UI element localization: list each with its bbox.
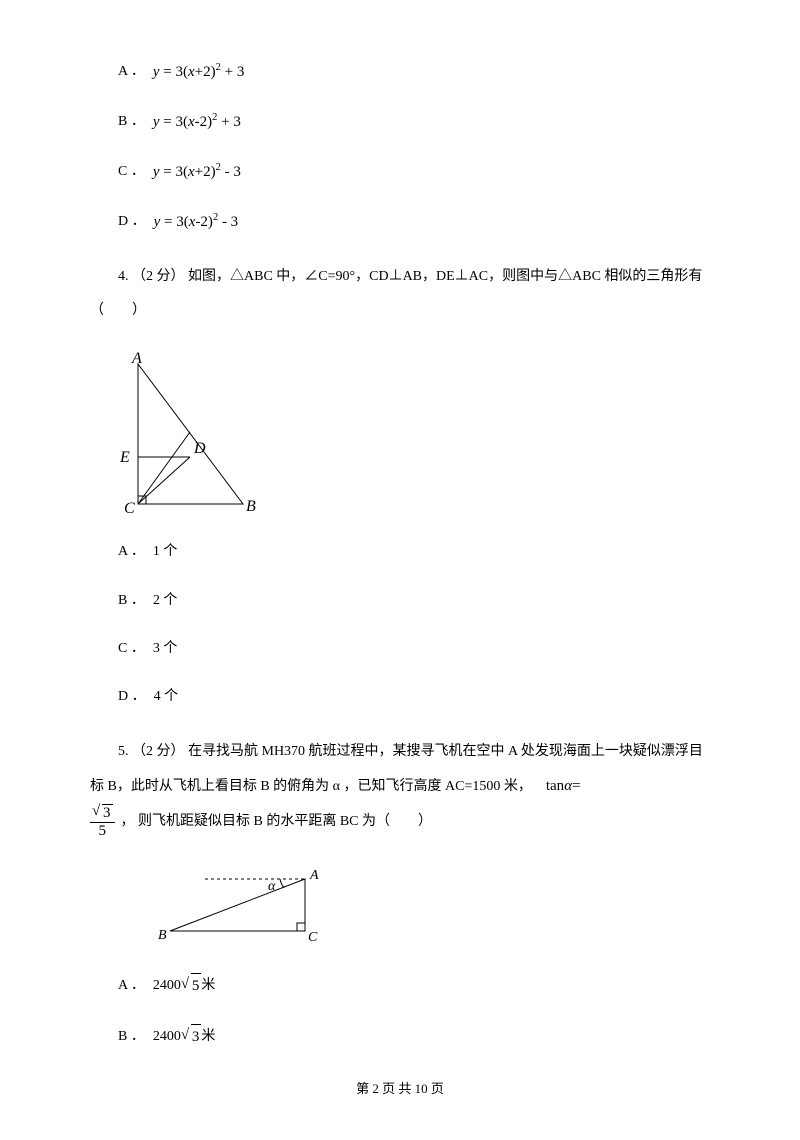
option-prefix: 2400 (153, 1026, 181, 1048)
vertex-c: C (308, 930, 318, 945)
triangle-abc-diagram: A B C D E (118, 349, 268, 519)
math-formula: y = 3(x+2)2 - 3 (153, 160, 241, 184)
q4-option-b: B ． 2 个 (118, 590, 710, 612)
option-letter: C ． (118, 638, 145, 660)
option-letter: D ． (118, 686, 146, 708)
math-formula: y = 3(x+2)2 + 3 (153, 60, 245, 84)
option-letter: A ． (118, 975, 145, 997)
vertex-a: A (131, 350, 142, 367)
option-letter: B ． (118, 111, 145, 133)
q3-option-c: C ． y = 3(x+2)2 - 3 (118, 160, 710, 184)
math-formula: y = 3(x-2)2 - 3 (154, 210, 239, 234)
q5-text: 5. （2 分） 在寻找马航 MH370 航班过程中，某搜寻飞机在空中 A 处发… (90, 735, 710, 840)
option-letter: A ． (118, 541, 145, 563)
option-letter: B ． (118, 1026, 145, 1048)
q4-option-d: D ． 4 个 (118, 686, 710, 708)
q4-option-c: C ． 3 个 (118, 638, 710, 660)
vertex-b: B (158, 928, 167, 943)
option-prefix: 2400 (153, 975, 181, 997)
vertex-e: E (119, 449, 130, 466)
q3-option-a: A ． y = 3(x+2)2 + 3 (118, 60, 710, 84)
fraction: 3 5 (90, 804, 115, 839)
sqrt-3: 3 (181, 1024, 202, 1049)
vertex-a: A (309, 868, 319, 883)
option-text: 4 个 (154, 686, 179, 708)
q5-figure: A B C α (150, 861, 710, 951)
option-letter: C ． (118, 161, 145, 183)
option-text: 3 个 (153, 638, 178, 660)
vertex-c: C (124, 500, 135, 517)
q5-option-b: B ． 24003米 (118, 1024, 710, 1049)
vertex-b: B (246, 498, 256, 515)
option-unit: 米 (201, 1026, 215, 1048)
option-text: 2 个 (153, 590, 178, 612)
angle-alpha: α (268, 879, 276, 894)
q3-option-d: D ． y = 3(x-2)2 - 3 (118, 210, 710, 234)
option-unit: 米 (201, 975, 215, 997)
q3-option-b: B ． y = 3(x-2)2 + 3 (118, 110, 710, 134)
vertex-d: D (193, 440, 206, 457)
q4-option-a: A ． 1 个 (118, 541, 710, 563)
q5-option-a: A ． 24005米 (118, 973, 710, 998)
option-letter: A ． (118, 61, 145, 83)
option-text: 1 个 (153, 541, 178, 563)
sqrt-5: 5 (181, 973, 202, 998)
triangle-abc-plane: A B C α (150, 861, 330, 951)
q4-figure: A B C D E (118, 349, 710, 519)
math-formula: y = 3(x-2)2 + 3 (153, 110, 241, 134)
page-footer: 第 2 页 共 10 页 (90, 1079, 710, 1100)
tan-alpha: tanα= (546, 778, 581, 794)
q4-text: 4. （2 分） 如图，△ABC 中，∠C=90°，CD⊥AB，DE⊥AC，则图… (90, 260, 710, 327)
option-letter: D ． (118, 211, 146, 233)
option-letter: B ． (118, 590, 145, 612)
